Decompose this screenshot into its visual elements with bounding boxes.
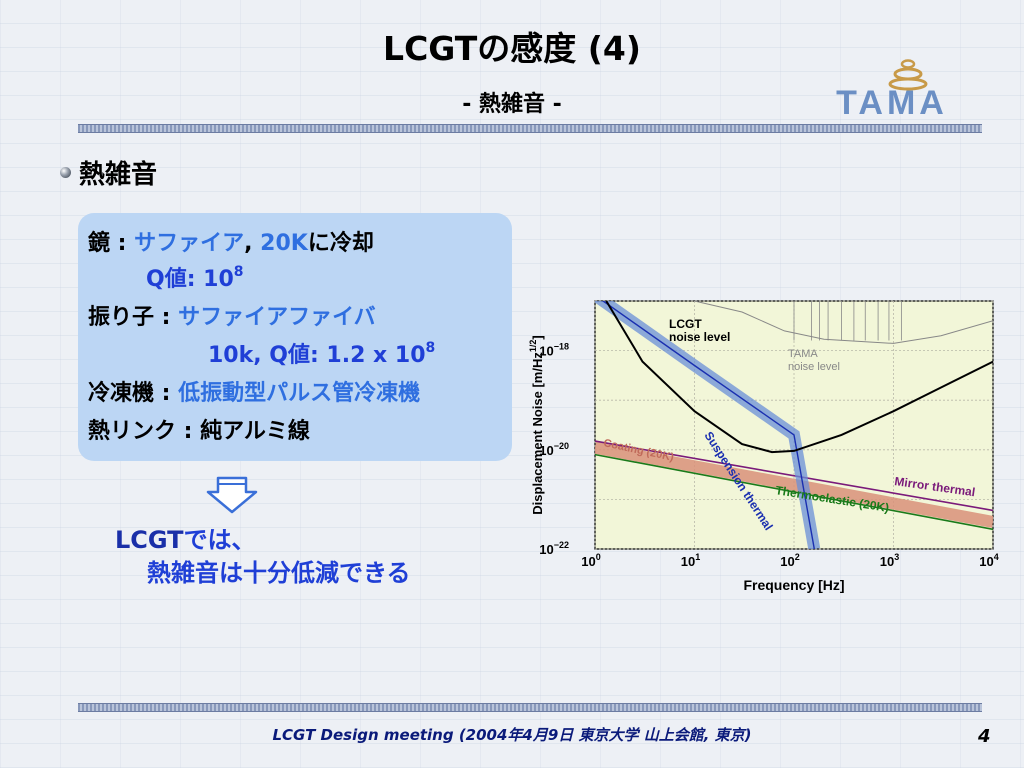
pendulum-value: サファイアファイバ: [178, 305, 376, 330]
y-axis-label-exp: 1/2: [528, 340, 538, 353]
thermoelastic-line: [595, 453, 993, 531]
mirror-sep: ,: [244, 231, 261, 256]
x-tick-exp: 1: [695, 552, 700, 562]
footer-divider: [78, 703, 982, 712]
y-tick-exp: −22: [554, 540, 569, 550]
pendulum-line: 振り子 : サファイアファイバ: [88, 299, 376, 331]
bullet-icon: [60, 167, 71, 178]
x-axis-label: Frequency [Hz]: [743, 577, 844, 593]
y-tick-label: 10−20: [539, 441, 569, 458]
mirror-label: 鏡 :: [88, 231, 135, 256]
y-axis-label-close: ]: [530, 335, 545, 339]
lcgt-label-line1: LCGT: [669, 317, 702, 331]
x-tick-base: 10: [681, 554, 695, 569]
tama-label-line1: TAMA: [788, 348, 818, 360]
mirror-line: 鏡 : サファイア, 20Kに冷却: [88, 225, 374, 257]
pendulum-q: 10k, Q値: 1.2 x 10: [208, 343, 426, 368]
slide-subtitle: - 熱雑音 -: [462, 92, 562, 117]
x-tick-label: 103: [880, 552, 899, 569]
footer-text: LCGT Design meeting (2004年4月9日 東京大学 山上会館…: [272, 726, 752, 744]
tama-line: [694, 301, 993, 344]
conclusion-lcgt: LCGT: [115, 526, 184, 554]
mirror-q-exp: 8: [233, 264, 244, 280]
pendulum-q-exp: 8: [425, 340, 436, 356]
x-tick-base: 10: [780, 554, 794, 569]
spec-box: 鏡 : サファイア, 20Kに冷却 Q値: 108 振り子 : サファイアファイ…: [78, 213, 512, 461]
cryocooler-label: 冷凍機 :: [88, 381, 179, 406]
mirror-q-line: Q値: 108: [146, 261, 244, 293]
x-tick-label: 104: [979, 552, 998, 569]
mirror-temp: 20K: [260, 231, 308, 256]
y-tick-label: 10−18: [539, 342, 569, 359]
lcgt-line: [605, 301, 993, 454]
x-tick-label: 101: [681, 552, 700, 569]
header-divider: [78, 124, 982, 133]
series: [595, 301, 993, 549]
heat-link-line: 熱リンク : 純アルミ線: [88, 413, 310, 445]
suspension-line: [601, 301, 815, 549]
x-tick-base: 10: [979, 554, 993, 569]
page-number: 4: [978, 726, 991, 747]
y-tick-base: 10: [539, 443, 553, 458]
y-tick-exp: −20: [554, 441, 569, 451]
y-tick-base: 10: [539, 542, 553, 557]
conclusion-line-2: 熱雑音は十分低減できる: [147, 559, 411, 587]
slide-title: LCGTの感度 (4): [383, 29, 641, 68]
y-tick-base: 10: [539, 344, 553, 359]
x-tick-exp: 4: [994, 552, 999, 562]
mirror-q: Q値: 10: [146, 267, 234, 292]
pendulum-label: 振り子 :: [88, 305, 179, 330]
y-tick-label: 10−22: [539, 540, 569, 557]
grid: [594, 300, 994, 550]
bullet-heading: 熱雑音: [60, 154, 157, 191]
pendulum-q-line: 10k, Q値: 1.2 x 108: [208, 337, 435, 369]
bullet-text: 熱雑音: [79, 160, 158, 190]
conclusion-dewa: では、: [183, 526, 256, 554]
conclusion-line-1: LCGTでは、: [115, 520, 256, 555]
x-tick-exp: 2: [795, 552, 800, 562]
mirror-cool: に冷却: [307, 231, 374, 256]
y-axis-label: Displacement Noise [m/Hz1/2]: [528, 335, 545, 514]
heat-link-value: 純アルミ線: [200, 419, 310, 444]
x-tick-base: 10: [581, 554, 595, 569]
tama-label-line2: noise level: [788, 361, 840, 373]
y-axis-label-main: Displacement Noise [m/Hz: [530, 352, 545, 515]
down-arrow-icon: [206, 476, 258, 514]
x-tick-label: 102: [780, 552, 799, 569]
x-tick-exp: 3: [894, 552, 899, 562]
heat-link-label: 熱リンク :: [88, 419, 201, 444]
cryocooler-value: 低振動型パルス管冷凍機: [178, 381, 421, 406]
mirror-value: サファイア: [134, 231, 245, 256]
x-tick-base: 10: [880, 554, 894, 569]
lcgt-label-line2: noise level: [669, 330, 730, 344]
x-tick-label: 100: [581, 552, 600, 569]
cryocooler-line: 冷凍機 : 低振動型パルス管冷凍機: [88, 375, 420, 407]
tama-logo: TAMA: [836, 59, 948, 120]
coating-band: [595, 441, 993, 528]
y-tick-exp: −18: [554, 342, 569, 352]
x-tick-exp: 0: [596, 552, 601, 562]
logo-text: TAMA: [836, 84, 948, 120]
mirror-thermal-line: [595, 440, 993, 512]
